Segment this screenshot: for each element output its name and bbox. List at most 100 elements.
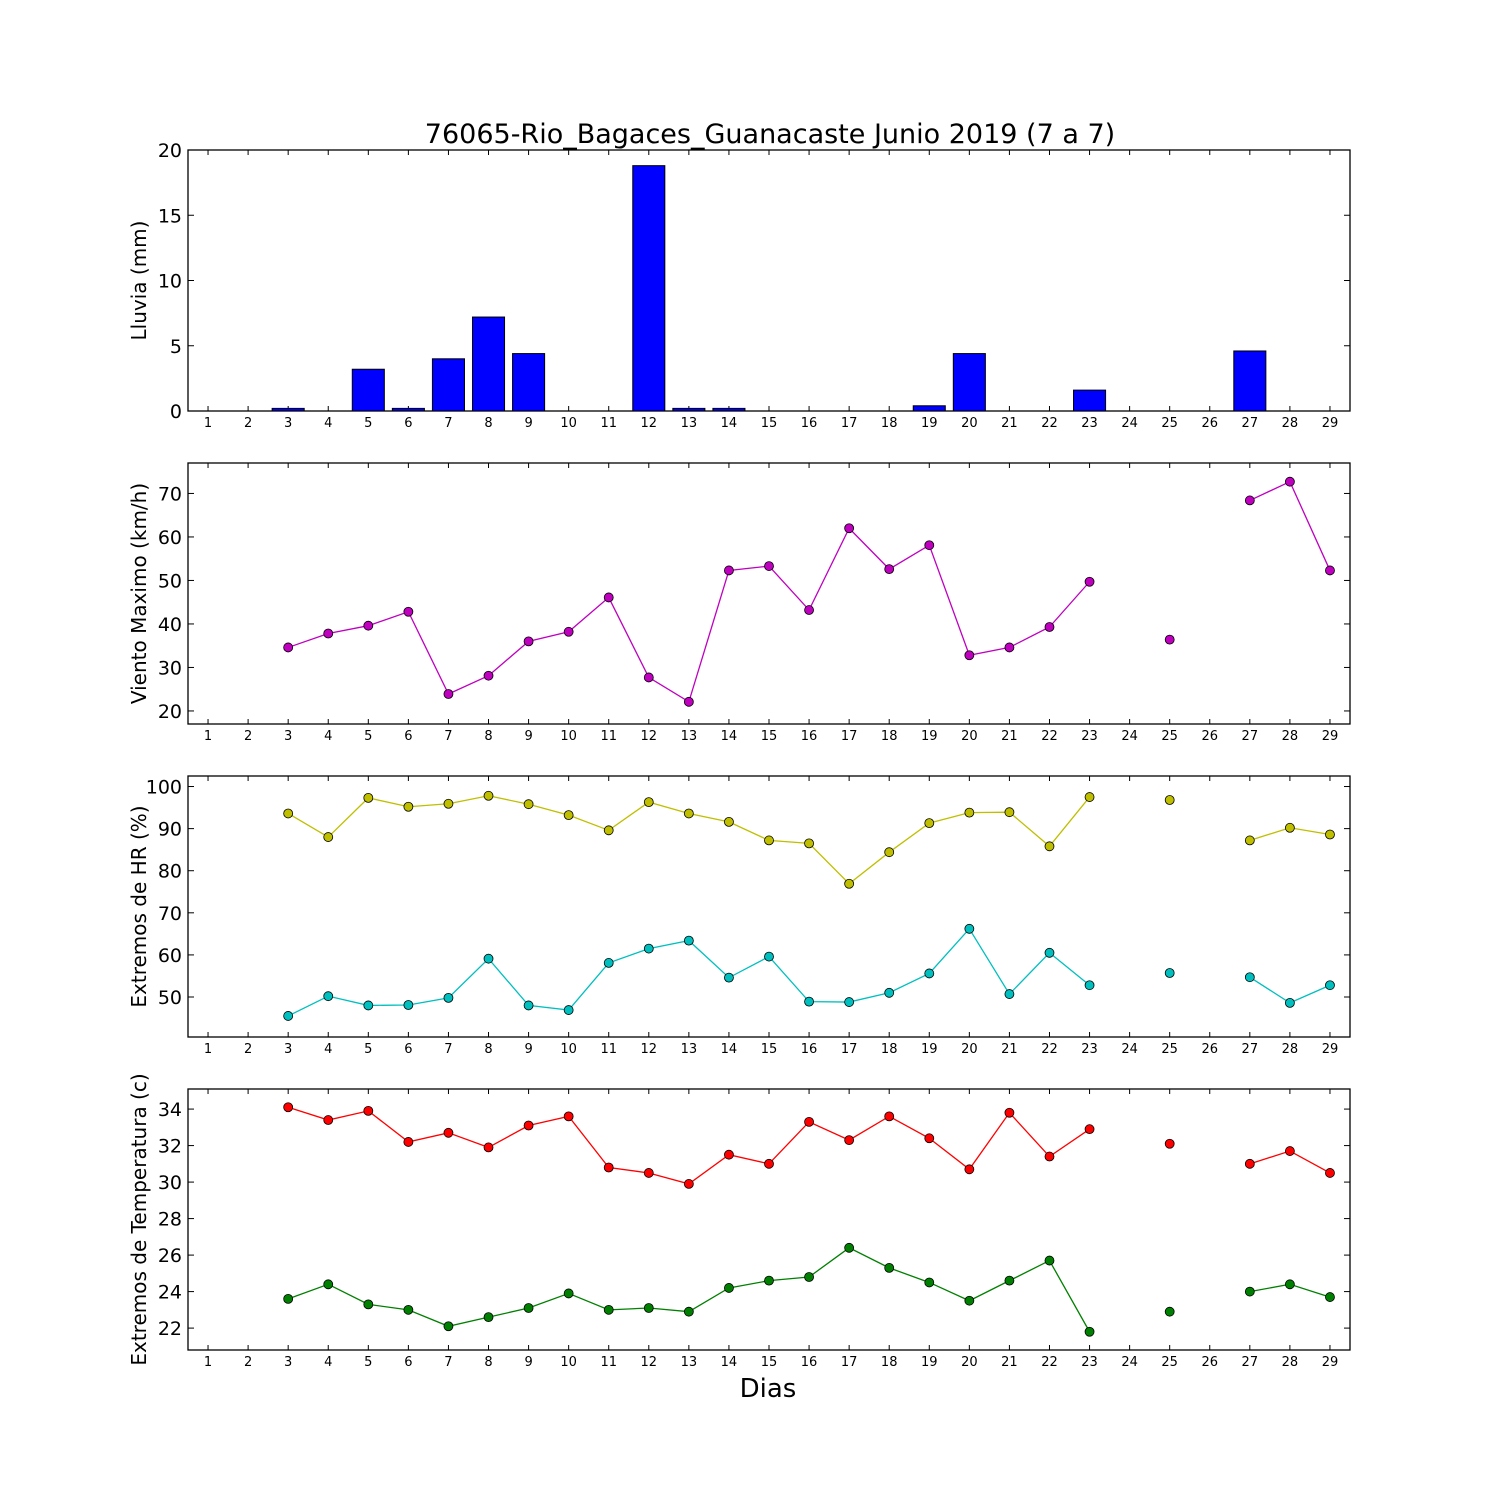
x-tick-label: 25 (1161, 1042, 1178, 1057)
data-point (1044, 947, 1055, 958)
bar (632, 165, 666, 412)
data-point (884, 1111, 895, 1122)
data-point (964, 923, 975, 934)
data-point (483, 790, 494, 801)
y-tick-label: 26 (158, 1245, 182, 1267)
x-tick-label: 8 (484, 416, 492, 431)
x-tick-label: 24 (1121, 1042, 1138, 1057)
data-point (323, 1115, 334, 1125)
x-tick-label: 26 (1201, 1355, 1218, 1370)
x-tick-label: 22 (1041, 729, 1058, 744)
x-tick-label: 20 (961, 729, 978, 744)
x-tick-label: 28 (1282, 729, 1299, 744)
x-tick-label: 10 (560, 729, 577, 744)
data-point (323, 1279, 334, 1290)
x-tick-label: 2 (244, 416, 252, 431)
x-tick-label: 3 (284, 1355, 292, 1370)
data-point (884, 564, 895, 575)
x-tick-label: 5 (364, 1042, 372, 1057)
data-point (1244, 972, 1255, 983)
data-point (283, 1102, 294, 1113)
x-tick-label: 9 (524, 729, 532, 744)
data-point (523, 1000, 534, 1011)
x-tick-label: 17 (841, 416, 858, 431)
data-point (603, 825, 614, 836)
x-tick-label: 11 (600, 1355, 617, 1370)
x-tick-label: 9 (524, 1355, 532, 1370)
x-tick-label: 19 (921, 416, 938, 431)
x-tick-label: 15 (761, 1355, 778, 1370)
data-point (1284, 1146, 1295, 1156)
data-point (643, 943, 654, 954)
data-point (643, 672, 654, 683)
x-tick-label: 18 (881, 416, 898, 431)
data-point (764, 1275, 774, 1286)
data-point (1164, 795, 1175, 805)
data-point (563, 1111, 574, 1122)
data-point (363, 1106, 374, 1116)
bar (912, 405, 946, 412)
x-tick-label: 21 (1001, 416, 1018, 431)
x-tick-label: 19 (921, 1355, 938, 1370)
x-tick-label: 29 (1322, 729, 1339, 744)
data-point (683, 808, 694, 819)
x-tick-label: 17 (841, 1042, 858, 1057)
x-tick-label: 27 (1242, 1042, 1259, 1057)
x-tick-label: 9 (524, 1042, 532, 1057)
x-tick-label: 3 (284, 416, 292, 431)
x-tick-label: 7 (444, 1042, 452, 1057)
data-point (1084, 980, 1095, 991)
data-point (1325, 980, 1335, 991)
x-tick-label: 21 (1001, 1042, 1018, 1057)
data-point (563, 1005, 574, 1015)
data-point (924, 1133, 935, 1144)
data-point (844, 878, 855, 889)
data-point (1325, 565, 1335, 576)
x-tick-label: 15 (761, 416, 778, 431)
data-point (1084, 1326, 1095, 1337)
y-tick-label: 5 (170, 336, 182, 358)
x-tick-label: 5 (364, 1355, 372, 1370)
data-point (323, 991, 334, 1002)
data-point (403, 606, 414, 617)
bar (471, 316, 506, 412)
data-point (804, 1116, 814, 1127)
data-point (1084, 576, 1095, 587)
x-tick-label: 4 (324, 729, 332, 744)
axes-frame (187, 149, 1351, 412)
y-axis-label: Extremos de HR (%) (127, 805, 151, 1007)
bar (1233, 350, 1267, 412)
data-point (323, 832, 334, 842)
x-tick-label: 23 (1081, 416, 1098, 431)
x-tick-label: 5 (364, 729, 372, 744)
data-point (1164, 968, 1175, 978)
data-point (724, 1283, 734, 1293)
x-tick-label: 29 (1322, 1042, 1339, 1057)
x-tick-label: 12 (641, 729, 658, 744)
x-tick-label: 6 (404, 1042, 412, 1057)
data-point (764, 951, 774, 962)
data-point (443, 992, 454, 1003)
y-tick-label: 20 (158, 140, 182, 162)
x-tick-label: 26 (1201, 416, 1218, 431)
data-point (643, 1168, 654, 1178)
data-point (724, 972, 734, 983)
data-point (804, 996, 814, 1007)
data-point (403, 1304, 414, 1315)
x-tick-label: 25 (1161, 416, 1178, 431)
bar (431, 358, 465, 412)
bar (512, 353, 546, 412)
data-point (1084, 1124, 1095, 1135)
x-tick-label: 4 (324, 1042, 332, 1057)
data-point (1244, 835, 1255, 846)
bar (271, 407, 305, 412)
x-tick-label: 3 (284, 729, 292, 744)
data-point (1004, 642, 1015, 653)
data-point (403, 1000, 414, 1010)
y-tick-label: 28 (158, 1209, 182, 1231)
bar (952, 353, 986, 412)
y-axis-label: Extremos de Temperatura (c) (127, 1073, 151, 1365)
panel-3: 1 2 3 4 5 6 7 8 9 10 11 12 13 14 15 16 17 18 19 20 21 22 23 24 2… (127, 775, 1351, 1057)
data-point (1325, 829, 1335, 840)
data-point (1004, 1107, 1015, 1118)
